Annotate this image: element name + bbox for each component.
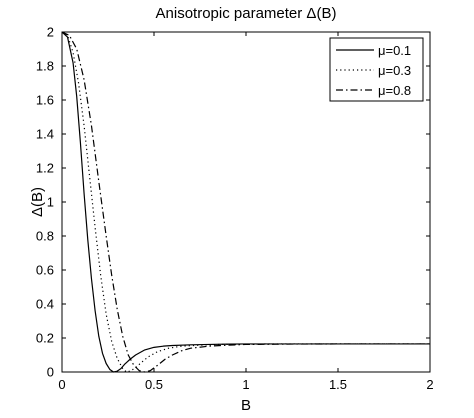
y-tick-label: 1.2 xyxy=(36,161,54,176)
x-tick-label: 1.5 xyxy=(329,377,347,392)
x-tick-label: 0.5 xyxy=(145,377,163,392)
series-line-3 xyxy=(61,31,430,373)
y-tick-label: 0 xyxy=(47,365,54,380)
series-line-1 xyxy=(61,31,430,373)
axis-ticks xyxy=(61,31,431,373)
legend-label-1: μ=0.1 xyxy=(378,43,411,58)
x-tick-label: 2 xyxy=(426,377,433,392)
x-tick-label: 0 xyxy=(58,377,65,392)
y-tick-label: 0.4 xyxy=(36,297,54,312)
y-tick-label: 0.8 xyxy=(36,229,54,244)
y-tick-label: 1.6 xyxy=(36,93,54,108)
legend-entries: μ=0.1 μ=0.3 μ=0.8 xyxy=(336,43,411,98)
y-tick-label: 0.6 xyxy=(36,263,54,278)
series-lines xyxy=(61,31,430,373)
y-tick-label: 1 xyxy=(47,195,54,210)
y-tick-label: 1.4 xyxy=(36,127,54,142)
axis-tick-labels: 0 0.5 1 1.5 2 0 0.2 0.4 0.6 0.8 1 1.2 1.4 1.6 1.8 2 xyxy=(36,25,434,393)
y-tick-label: 0.2 xyxy=(36,331,54,346)
legend-label-2: μ=0.3 xyxy=(378,63,411,78)
x-tick-label: 1 xyxy=(242,377,249,392)
legend-label-3: μ=0.8 xyxy=(378,83,411,98)
chart-title: Anisotropic parameter Δ(B) xyxy=(156,5,337,22)
y-axis-label: Δ(B) xyxy=(29,187,46,217)
y-tick-label: 1.8 xyxy=(36,59,54,74)
legend: μ=0.1 μ=0.3 μ=0.8 xyxy=(329,37,424,102)
x-axis-label: B xyxy=(241,397,251,414)
y-tick-label: 2 xyxy=(47,25,54,40)
